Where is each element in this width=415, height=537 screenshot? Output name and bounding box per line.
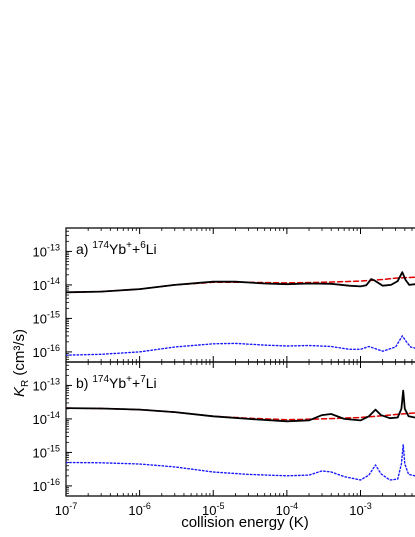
y-axis-symbol: K xyxy=(11,386,28,397)
series-solid-line xyxy=(66,389,415,423)
y-tick-label: 10-16 xyxy=(33,477,60,494)
panel-annotation: b) 174Yb++7Li xyxy=(76,374,157,391)
x-axis-title: collision energy (K) xyxy=(181,514,309,531)
svg-text:KR (cm³/s): KR (cm³/s) xyxy=(11,329,31,397)
y-tick-label: 10-13 xyxy=(33,242,60,259)
x-tick-label: 10-3 xyxy=(349,501,371,518)
y-axis-unit: (cm³/s) xyxy=(11,329,28,380)
x-tick-label: 10-4 xyxy=(276,501,298,518)
y-tick-label: 10-14 xyxy=(33,276,60,293)
y-tick-label: 10-14 xyxy=(33,410,60,427)
panel-b: 10-16 10-15 10-14 10-13 10-7 10-6 10-5 10-4 10-3… xyxy=(33,361,415,518)
y-tick-label: 10-16 xyxy=(33,343,60,360)
panel-a: 10-16 10-15 10-14 10-13 a) 174Yb++6Li xyxy=(33,227,415,363)
series-dotted-line xyxy=(66,444,415,481)
series-solid-line xyxy=(66,271,415,294)
y-axis-title: KR (cm³/s) xyxy=(11,329,31,397)
y-tick-label: 10-15 xyxy=(33,443,60,460)
y-axis-subscript: R xyxy=(20,380,31,387)
panel-annotation: a) 174Yb++6Li xyxy=(76,240,157,257)
x-tick-label: 10-5 xyxy=(202,501,224,518)
y-tick-label: 10-15 xyxy=(33,309,60,326)
y-tick-label: 10-13 xyxy=(33,376,60,393)
series-dotted-line xyxy=(66,335,415,356)
x-tick-label: 10-6 xyxy=(128,501,150,518)
x-tick-label: 10-7 xyxy=(55,501,77,518)
